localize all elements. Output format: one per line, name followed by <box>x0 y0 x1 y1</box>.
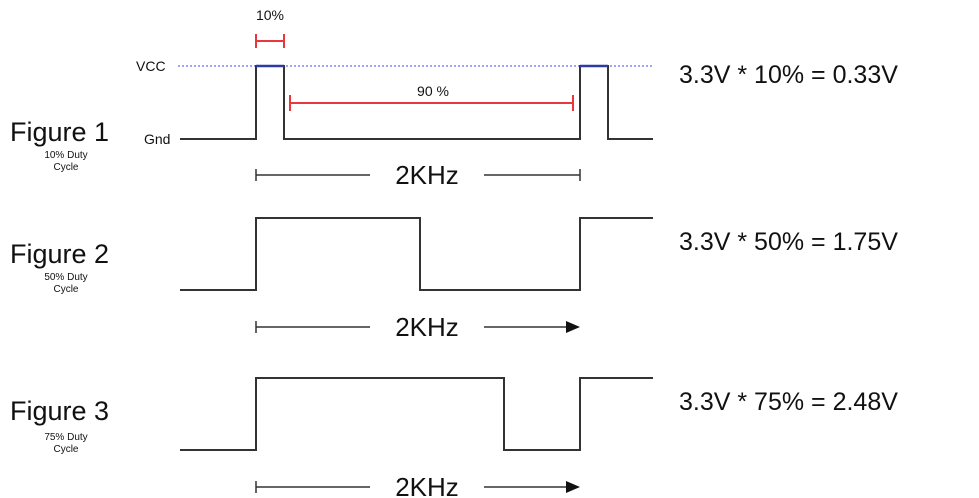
figure-2: Figure 2 50% Duty Cycle 2KHz 3.3V * 50% … <box>10 217 898 342</box>
vcc-label: VCC <box>136 58 166 74</box>
figure-2-title: Figure 2 <box>10 239 109 269</box>
figure-3-period-arrowhead <box>566 481 580 493</box>
figure-2-period-arrowhead <box>566 321 580 333</box>
figure-2-subtitle-line-1: 50% Duty <box>44 272 87 283</box>
figure-2-equation: 3.3V * 50% = 1.75V <box>679 228 898 256</box>
figure-1-frequency-label: 2KHz <box>395 160 459 190</box>
figure-2-waveform <box>180 217 653 291</box>
off-time-label: 90 % <box>417 83 449 99</box>
figure-2-subtitle-line-2: Cycle <box>53 284 78 295</box>
figure-3-waveform <box>180 377 653 451</box>
figure-1-subtitle-line-2: Cycle <box>53 162 78 173</box>
gnd-label: Gnd <box>144 131 170 147</box>
figure-1-equation: 3.3V * 10% = 0.33V <box>679 61 898 89</box>
figure-2-frequency-label: 2KHz <box>395 312 459 342</box>
figure-1-title: Figure 1 <box>10 117 109 147</box>
figure-1-subtitle-line-1: 10% Duty <box>44 150 87 161</box>
figure-3-subtitle-line-1: 75% Duty <box>44 432 87 443</box>
figure-1: Figure 1 10% Duty Cycle VCC Gnd 10% 90 %… <box>10 7 898 190</box>
figure-3: Figure 3 75% Duty Cycle 2KHz 3.3V * 75% … <box>10 377 898 498</box>
figure-1-waveform <box>180 65 653 140</box>
figure-3-frequency-label: 2KHz <box>395 472 459 498</box>
figure-3-equation: 3.3V * 75% = 2.48V <box>679 388 898 416</box>
on-time-label: 10% <box>256 7 284 23</box>
figure-3-title: Figure 3 <box>10 396 109 426</box>
figure-3-subtitle-line-2: Cycle <box>53 444 78 455</box>
